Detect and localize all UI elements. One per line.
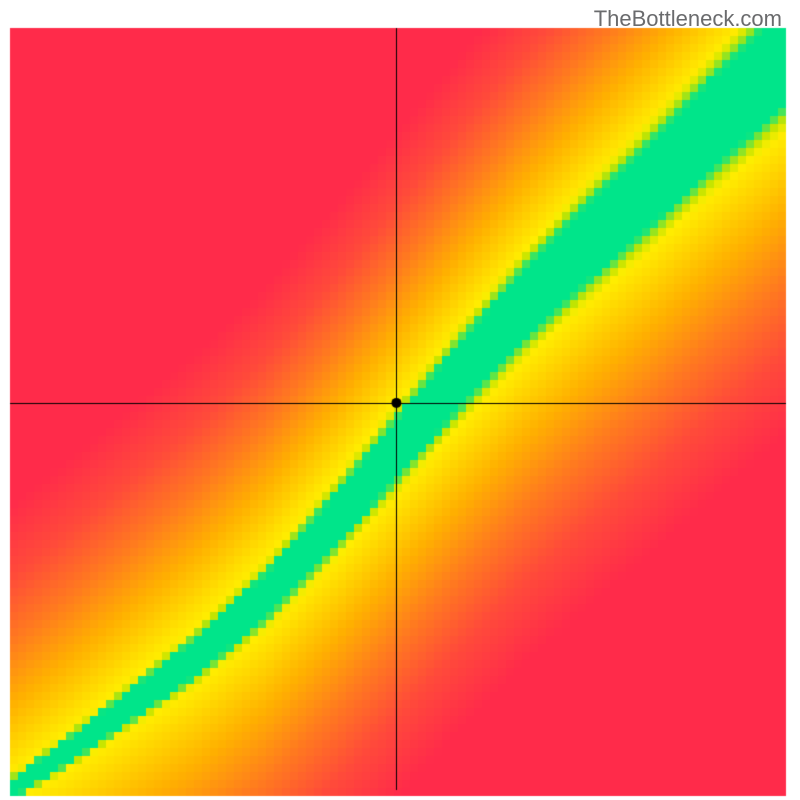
chart-container: TheBottleneck.com: [0, 0, 800, 800]
watermark-label: TheBottleneck.com: [594, 6, 782, 32]
bottleneck-heatmap: [0, 0, 800, 800]
